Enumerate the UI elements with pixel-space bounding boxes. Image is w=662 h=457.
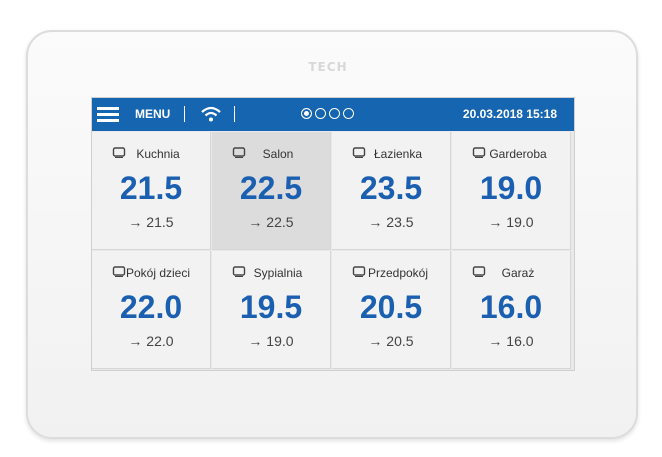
room-temperature: 19.5: [239, 289, 303, 325]
room-temperature: 22.0: [119, 289, 183, 325]
room-name: Sypialnia: [253, 266, 303, 280]
room-name: Pokój dzieci: [125, 266, 191, 280]
room-setpoint: → 21.5: [128, 214, 174, 230]
room-icon: [472, 266, 486, 277]
room-setpoint: → 23.5: [368, 214, 414, 230]
room-setpoint: → 19.0: [248, 333, 294, 349]
page-dot[interactable]: [315, 108, 326, 119]
room-name: Salon: [262, 147, 294, 161]
room-name: Garaż: [501, 266, 535, 280]
room-name: Łazienka: [373, 147, 423, 161]
room-icon: [232, 266, 246, 277]
room-icon: [232, 147, 246, 158]
menu-icon-line: [97, 107, 119, 110]
wifi-icon: [201, 106, 221, 122]
room-tile[interactable]: Garaż 16.0 → 16.0: [452, 251, 571, 369]
room-icon: [352, 266, 366, 277]
separator: [234, 106, 235, 122]
room-name: Kuchnia: [136, 147, 180, 161]
page-dot[interactable]: [343, 108, 354, 119]
room-temperature: 22.5: [239, 170, 303, 206]
room-setpoint: → 20.5: [368, 333, 414, 349]
room-setpoint: → 19.0: [488, 214, 534, 230]
room-temperature: 20.5: [359, 289, 423, 325]
room-icon: [472, 147, 486, 158]
room-tile[interactable]: Salon 22.5 → 22.5: [212, 132, 331, 250]
room-temperature: 21.5: [119, 170, 183, 206]
room-tile[interactable]: Łazienka 23.5 → 23.5: [332, 132, 451, 250]
room-setpoint: → 16.0: [488, 333, 534, 349]
room-setpoint: → 22.0: [128, 333, 174, 349]
page-dot[interactable]: [329, 108, 340, 119]
room-grid: Kuchnia 21.5 → 21.5 Salon 22.5 → 22.5 Łazienka…: [92, 132, 574, 370]
room-icon: [112, 147, 126, 158]
menu-label[interactable]: MENU: [135, 107, 171, 121]
menu-icon-line: [97, 113, 119, 116]
room-tile[interactable]: Pokój dzieci 22.0 → 22.0: [92, 251, 211, 369]
room-tile[interactable]: Kuchnia 21.5 → 21.5: [92, 132, 211, 250]
date-time: 20.03.2018 15:18: [462, 107, 557, 121]
room-setpoint: → 22.5: [248, 214, 294, 230]
top-bar: MENU 20.03.2018 15:18: [92, 98, 574, 131]
screen: MENU 20.03.2018 15:18 Kuchnia 21.5 → 21.5 S…: [91, 97, 575, 371]
brand-logo: TECH: [308, 60, 348, 74]
room-temperature: 16.0: [479, 289, 543, 325]
room-icon: [352, 147, 366, 158]
room-name: Przedpokój: [367, 266, 429, 280]
room-temperature: 19.0: [479, 170, 543, 206]
page-dot-active[interactable]: [301, 108, 312, 119]
room-temperature: 23.5: [359, 170, 423, 206]
separator: [184, 106, 185, 122]
room-name: Garderoba: [489, 147, 547, 161]
room-tile[interactable]: Przedpokój 20.5 → 20.5: [332, 251, 451, 369]
menu-icon-line: [97, 119, 119, 122]
room-icon: [112, 266, 126, 277]
room-tile[interactable]: Garderoba 19.0 → 19.0: [452, 132, 571, 250]
room-tile[interactable]: Sypialnia 19.5 → 19.0: [212, 251, 331, 369]
